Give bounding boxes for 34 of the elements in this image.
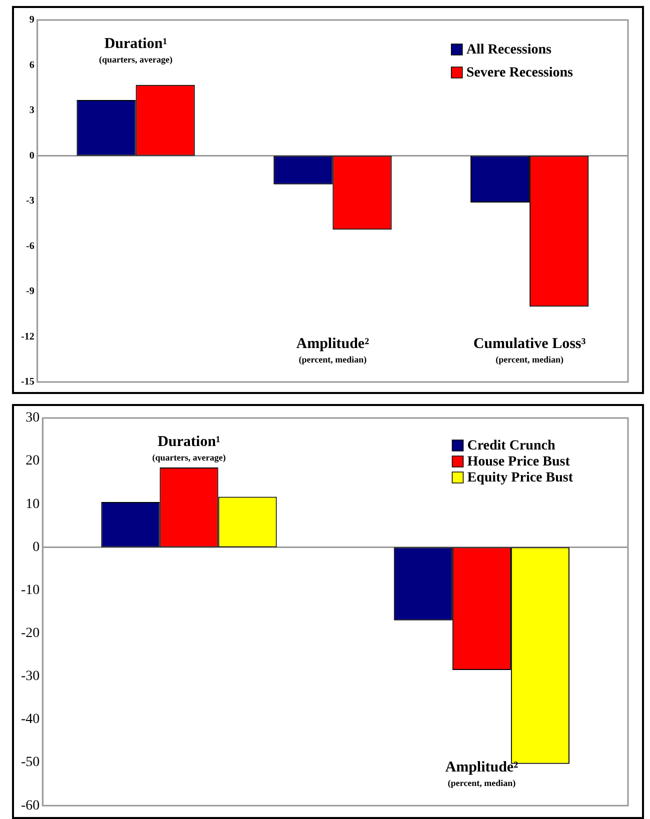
y-tick-label: 0 (32, 540, 40, 555)
legend-label: All Recessions (466, 42, 552, 58)
annotation: (percent, median) (298, 354, 367, 364)
annotation: (percent, median) (496, 354, 564, 364)
y-tick-label: -40 (20, 712, 40, 728)
y-tick-label: 6 (29, 60, 34, 71)
x-tick-label: Duration¹ (104, 36, 168, 52)
x-tick-label: Duration¹ (158, 434, 220, 450)
y-tick-label: 9 (29, 14, 34, 26)
annotation: (quarters, average) (152, 452, 226, 462)
y-tick-label: -50 (20, 755, 40, 770)
y-tick-label: -12 (20, 331, 34, 342)
legend-label: House Price Bust (467, 454, 570, 470)
y-tick-label: -30 (20, 669, 40, 684)
y-tick-label: -10 (20, 582, 40, 598)
y-tick-label: -60 (20, 798, 40, 814)
x-tick-label: Amplitude² (445, 759, 519, 776)
legend-label: Credit Crunch (467, 438, 556, 454)
x-tick-label: Cumulative Loss³ (473, 336, 586, 352)
y-tick-label: 3 (29, 105, 34, 116)
y-tick-label: 30 (26, 410, 40, 426)
y-tick-label: 0 (29, 150, 34, 162)
y-tick-label: -6 (26, 240, 34, 252)
y-tick-label: -15 (20, 376, 34, 388)
annotation: (percent, median) (448, 778, 516, 788)
x-tick-label: Amplitude² (296, 336, 370, 352)
legend-label: Equity Price Bust (467, 470, 574, 486)
y-tick-label: 10 (26, 496, 40, 512)
legend-label: Severe Recessions (466, 66, 574, 81)
y-tick-label: 20 (26, 454, 40, 469)
annotation: (quarters, average) (99, 54, 173, 64)
y-tick-label: -20 (20, 626, 40, 642)
y-tick-label: -3 (26, 196, 34, 207)
y-tick-label: -9 (26, 286, 34, 298)
